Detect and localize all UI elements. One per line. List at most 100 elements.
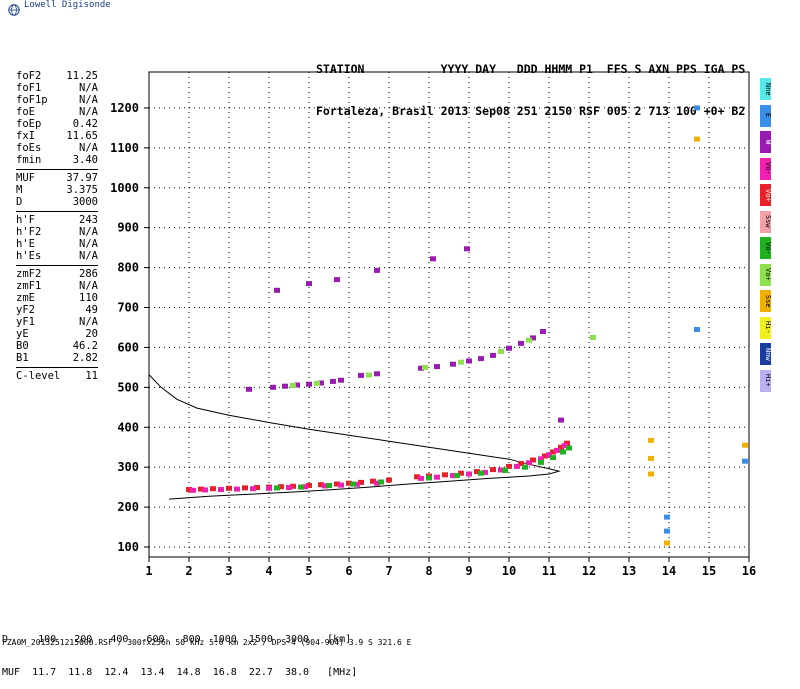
- param-name: M: [16, 184, 23, 196]
- legend-item-vo: Vo-: [760, 237, 771, 259]
- echo-point: [338, 377, 344, 383]
- x-tick-label: 2: [185, 564, 192, 578]
- x-tick-label: 6: [345, 564, 352, 578]
- param-value: 2.82: [72, 352, 98, 364]
- param-row: foF1p N/A: [16, 94, 98, 106]
- param-value: 11: [85, 370, 98, 382]
- echo-point: [490, 467, 496, 473]
- x-tick-label: 10: [502, 564, 516, 578]
- echo-point: [318, 482, 324, 488]
- param-row: zmF1 N/A: [16, 280, 98, 292]
- echo-point: [386, 477, 392, 483]
- param-value: 3.40: [72, 154, 98, 166]
- echo-point: [506, 463, 512, 469]
- param-row: h'F 243: [16, 214, 98, 226]
- echo-point: [530, 335, 536, 341]
- echo-point: [482, 469, 488, 475]
- plot-frame: [148, 71, 750, 558]
- param-name: h'Es: [16, 250, 42, 262]
- echo-point: [234, 486, 240, 492]
- echo-point: [560, 449, 566, 455]
- param-name: yE: [16, 328, 29, 340]
- x-tick-label: 8: [425, 564, 432, 578]
- echo-point: [648, 437, 654, 443]
- echo-point: [466, 471, 472, 477]
- echo-point: [540, 329, 546, 334]
- echo-point: [434, 364, 440, 370]
- param-name: fmin: [16, 154, 42, 166]
- echo-point: [294, 382, 300, 388]
- echo-point: [250, 486, 256, 492]
- echo-point: [306, 381, 312, 387]
- param-separator: [16, 168, 98, 170]
- echo-point: [550, 449, 556, 455]
- ionogram-chart: 1 2 3 4 5 6 7 8 9 10 11 12 13 14 15 1610020030040050060…: [110, 71, 756, 578]
- param-name: foF2: [16, 70, 42, 82]
- echo-series: [290, 335, 596, 388]
- echo-point: [350, 481, 356, 487]
- echo-point: [562, 443, 568, 449]
- echo-point: [664, 528, 670, 534]
- x-tick-label: 3: [225, 564, 232, 578]
- param-value: N/A: [79, 94, 98, 106]
- echo-point: [694, 105, 700, 111]
- param-value: 37.97: [66, 172, 98, 184]
- legend-item-nnw: Nnw: [760, 343, 771, 365]
- echo-point: [246, 386, 252, 392]
- param-row: h'F2 N/A: [16, 226, 98, 238]
- y-tick-label: 200: [117, 500, 139, 514]
- echo-point: [464, 246, 470, 252]
- echo-point: [506, 345, 512, 351]
- legend-item-w: W: [760, 131, 771, 153]
- echo-point: [254, 485, 260, 490]
- echo-point: [326, 483, 332, 488]
- param-name: B1: [16, 352, 29, 364]
- y-tick-label: 400: [117, 420, 139, 434]
- param-name: D: [16, 196, 23, 208]
- x-tick-label: 9: [465, 564, 472, 578]
- param-row: foF2 11.25: [16, 70, 98, 82]
- echo-point: [338, 482, 344, 488]
- param-value: N/A: [79, 238, 98, 250]
- param-name: yF1: [16, 316, 35, 328]
- param-name: h'F2: [16, 226, 42, 238]
- echo-point: [590, 335, 596, 340]
- legend-item-vo: Vo-: [760, 157, 771, 180]
- echo-point: [664, 540, 670, 546]
- echo-point: [210, 486, 216, 492]
- echo-point: [478, 470, 484, 476]
- x-tick-label: 5: [305, 564, 312, 578]
- echo-point: [306, 281, 312, 287]
- param-row: foEs N/A: [16, 142, 98, 154]
- x-tick-label: 7: [385, 564, 392, 578]
- echo-point: [538, 459, 544, 465]
- echo-point: [366, 372, 372, 378]
- echo-point: [354, 481, 360, 487]
- param-value: 46.2: [72, 340, 98, 352]
- legend-item-ssw: Ssw: [760, 210, 771, 233]
- echo-point: [414, 474, 420, 480]
- param-name: fxI: [16, 130, 35, 142]
- echo-point: [538, 456, 544, 462]
- echo-point: [514, 463, 520, 469]
- param-name: zmF2: [16, 268, 42, 280]
- param-row: D 3000: [16, 196, 98, 208]
- distance-row: D 100 200 400 600 800 1000 1500 3000 [km…: [2, 634, 352, 645]
- param-value: N/A: [79, 82, 98, 94]
- param-row: C-level 11: [16, 370, 98, 382]
- x-tick-label: 4: [265, 564, 272, 578]
- y-tick-label: 500: [117, 380, 139, 394]
- param-value: 11.25: [66, 70, 98, 82]
- param-value: N/A: [79, 250, 98, 262]
- echo-point: [346, 480, 352, 486]
- echo-point: [526, 460, 532, 466]
- echo-point: [450, 361, 456, 367]
- echo-point: [370, 478, 376, 484]
- echo-point: [422, 364, 428, 370]
- echo-point: [374, 371, 380, 377]
- echo-point: [458, 359, 464, 365]
- echo-point: [442, 472, 448, 478]
- echo-point: [358, 372, 364, 378]
- echo-point: [190, 487, 196, 493]
- param-row: foF1 N/A: [16, 82, 98, 94]
